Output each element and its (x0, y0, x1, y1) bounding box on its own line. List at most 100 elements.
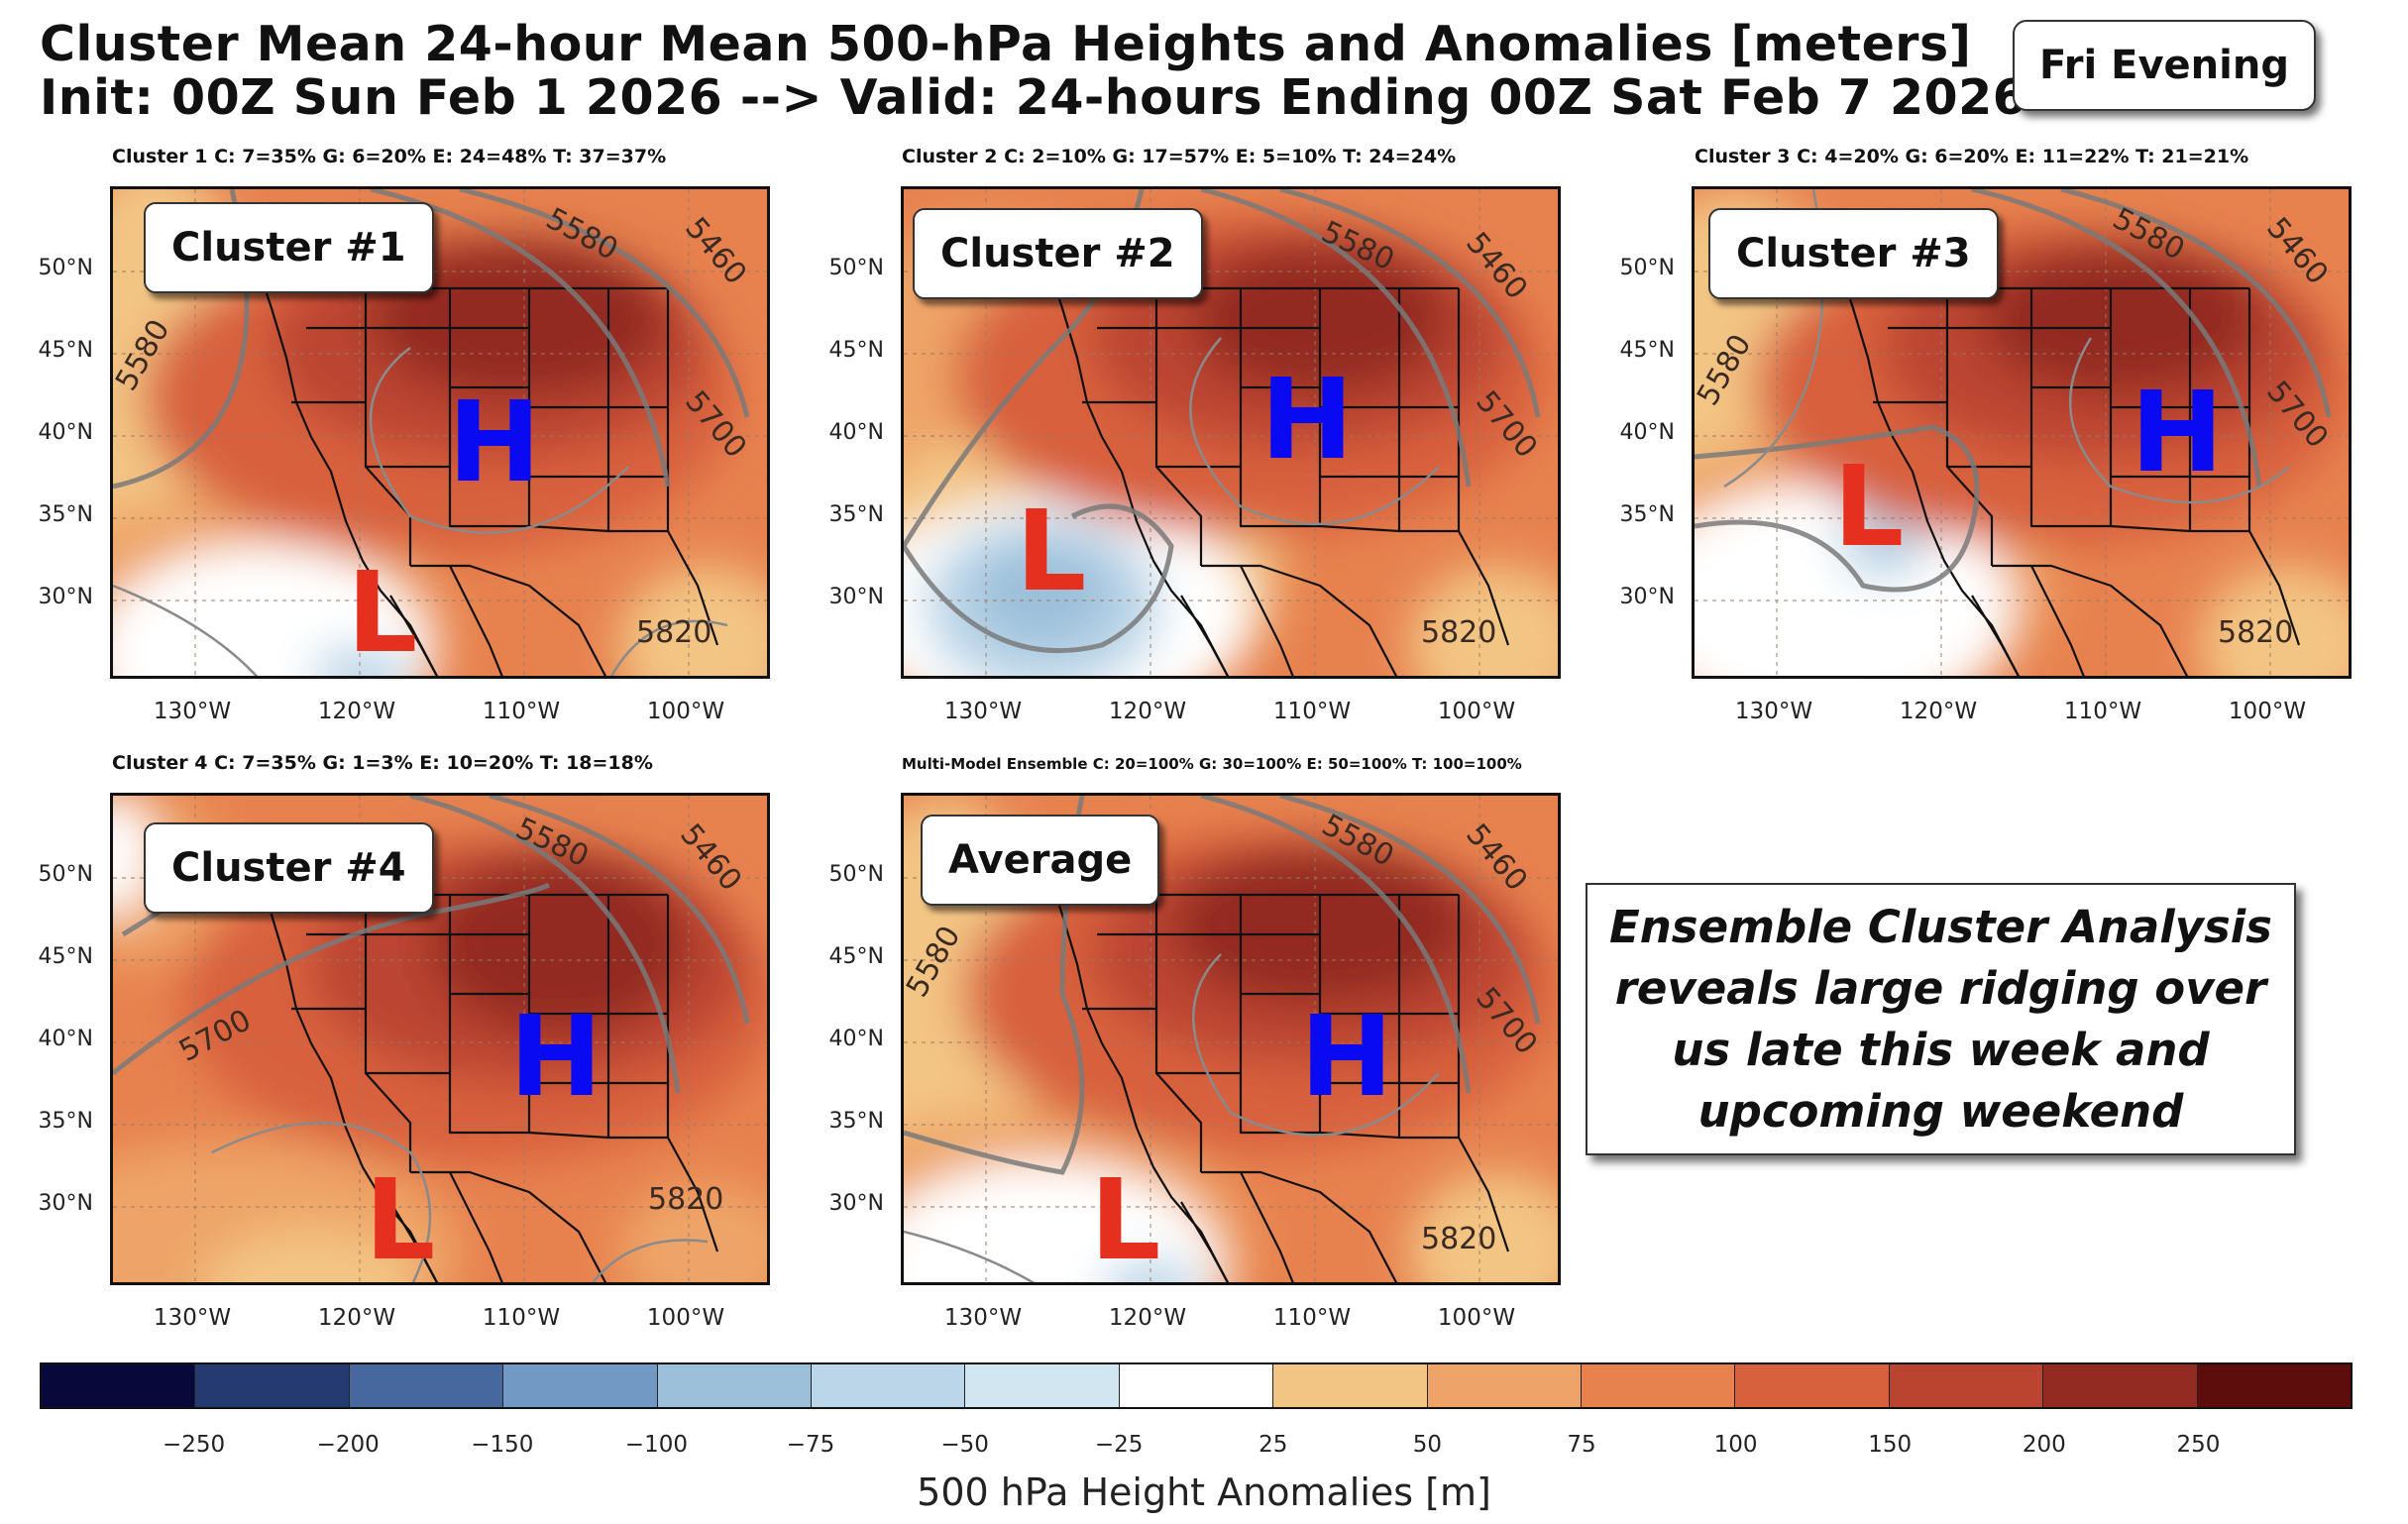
colorbar-tick-label: −25 (1094, 1432, 1144, 1458)
colorbar-tick-label: −75 (786, 1432, 835, 1458)
lat-label: 30°N (828, 585, 884, 609)
panel-4-caption: Cluster 4 C: 7=35% G: 1=3% E: 10=20% T: … (112, 752, 653, 774)
panel-3-caption: Cluster 3 C: 4=20% G: 6=20% E: 11=22% T:… (1695, 146, 2249, 167)
lon-label: 100°W (646, 699, 725, 724)
colorbar-swatch (1889, 1364, 2044, 1407)
contour-label: 5820 (1421, 615, 1497, 650)
colorbar-tick-label: 150 (1868, 1432, 1913, 1458)
lon-label: 130°W (153, 699, 232, 724)
lat-label: 45°N (38, 338, 93, 363)
lon-label: 100°W (1437, 699, 1516, 724)
lat-label: 35°N (828, 502, 884, 527)
low-pressure-marker: L (347, 549, 418, 678)
colorbar-swatch (503, 1364, 658, 1407)
map-panel-4: 5580 5460 5700 5820 H L (110, 793, 770, 1285)
low-pressure-marker: L (1833, 443, 1905, 572)
lat-label: 40°N (1619, 420, 1675, 445)
colorbar-tick-label: 200 (2022, 1432, 2066, 1458)
colorbar-tick-label: 75 (1567, 1432, 1596, 1458)
colorbar-tick-label: 25 (1259, 1432, 1288, 1458)
lon-label: 130°W (943, 699, 1023, 724)
lat-label: 45°N (38, 944, 93, 969)
lat-label: 45°N (1619, 338, 1675, 363)
day-badge: Fri Evening (2013, 20, 2316, 111)
lat-label: 45°N (828, 338, 884, 363)
lon-label: 130°W (153, 1305, 232, 1331)
panel-5-caption: Multi-Model Ensemble C: 20=100% G: 30=10… (902, 755, 1522, 773)
lat-label: 35°N (38, 502, 93, 527)
lon-label: 100°W (646, 1305, 725, 1331)
panel-3-label: Cluster #3 (1708, 208, 1999, 299)
lon-label: 100°W (1437, 1305, 1516, 1331)
lon-label: 120°W (1108, 699, 1187, 724)
colorbar-label: 500 hPa Height Anomalies [m] (917, 1470, 1491, 1514)
colorbar-swatch (42, 1364, 196, 1407)
map-graphic (904, 796, 1558, 1282)
low-pressure-marker: L (1016, 488, 1087, 616)
lat-label: 40°N (38, 1027, 93, 1051)
lat-label: 40°N (38, 420, 93, 445)
colorbar-tick-label: 50 (1412, 1432, 1443, 1458)
panel-4-label: Cluster #4 (144, 822, 434, 914)
high-pressure-marker: H (509, 993, 602, 1122)
colorbar-tick-label: 100 (1713, 1432, 1758, 1458)
high-pressure-marker: H (448, 379, 541, 507)
lat-label: 35°N (828, 1109, 884, 1134)
colorbar-tick-label: −100 (624, 1432, 688, 1458)
lon-label: 110°W (1272, 1305, 1352, 1331)
lat-label: 50°N (38, 862, 93, 887)
lon-label: 120°W (317, 699, 396, 724)
colorbar-swatch (1582, 1364, 1736, 1407)
colorbar-tick-label: −150 (471, 1432, 534, 1458)
lon-label: 110°W (1272, 699, 1352, 724)
lon-label: 100°W (2228, 699, 2307, 724)
lat-label: 35°N (1619, 502, 1675, 527)
lat-label: 50°N (828, 256, 884, 280)
contour-label: 5820 (636, 615, 712, 650)
colorbar-swatch (1427, 1364, 1583, 1407)
panel-2-label: Cluster #2 (913, 208, 1203, 299)
contour-label: 5820 (1421, 1222, 1497, 1256)
lon-label: 120°W (1108, 1305, 1187, 1331)
contour-label: 5820 (2218, 615, 2294, 650)
lat-label: 50°N (828, 862, 884, 887)
lat-label: 50°N (1619, 256, 1675, 280)
colorbar-swatch (349, 1364, 504, 1407)
analysis-note: Ensemble Cluster Analysis reveals large … (1586, 883, 2296, 1155)
chart-title: Cluster Mean 24-hour Mean 500-hPa Height… (40, 16, 1972, 72)
colorbar (40, 1362, 2353, 1409)
lat-label: 30°N (828, 1191, 884, 1216)
lat-label: 30°N (38, 585, 93, 609)
colorbar-tick-label: −250 (163, 1432, 226, 1458)
colorbar-swatch (2197, 1364, 2352, 1407)
lat-label: 40°N (828, 420, 884, 445)
lat-label: 30°N (1619, 585, 1675, 609)
colorbar-swatch (195, 1364, 350, 1407)
colorbar-swatch (1273, 1364, 1428, 1407)
contour-label: 5820 (648, 1182, 724, 1217)
lat-label: 35°N (38, 1109, 93, 1134)
lon-label: 130°W (943, 1305, 1023, 1331)
chart-subtitle: Init: 00Z Sun Feb 1 2026 --> Valid: 24-h… (40, 69, 2027, 126)
colorbar-swatch (812, 1364, 966, 1407)
colorbar-swatch (657, 1364, 813, 1407)
low-pressure-marker: L (1090, 1156, 1161, 1285)
panel-5-label: Average (921, 815, 1160, 906)
lat-label: 45°N (828, 944, 884, 969)
map-graphic (113, 796, 767, 1282)
colorbar-tick-label: −200 (316, 1432, 380, 1458)
lon-label: 120°W (317, 1305, 396, 1331)
lon-label: 110°W (482, 1305, 561, 1331)
panel-1-caption: Cluster 1 C: 7=35% G: 6=20% E: 24=48% T:… (112, 146, 667, 167)
high-pressure-marker: H (1260, 356, 1354, 485)
colorbar-swatch (1119, 1364, 1274, 1407)
lat-label: 50°N (38, 256, 93, 280)
lon-label: 110°W (482, 699, 561, 724)
map-panel-2: 5580 5460 5700 5820 H L (901, 186, 1561, 679)
colorbar-tick-label: −50 (940, 1432, 989, 1458)
colorbar-swatch (2043, 1364, 2198, 1407)
panel-2-caption: Cluster 2 C: 2=10% G: 17=57% E: 5=10% T:… (902, 146, 1457, 167)
colorbar-tick-label: 250 (2176, 1432, 2221, 1458)
high-pressure-marker: H (2131, 369, 2224, 497)
map-panel-3: 5580 5460 5700 5820 5580 H L (1692, 186, 2352, 679)
